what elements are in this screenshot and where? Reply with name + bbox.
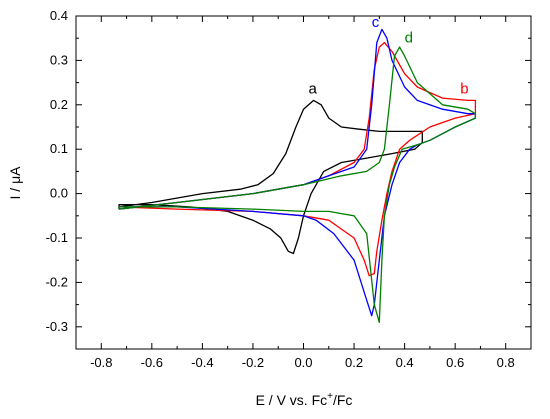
x-tick-label: 0.8 bbox=[497, 355, 515, 370]
cv-curve-c bbox=[118, 28, 477, 317]
x-axis-title-tail: /Fc bbox=[333, 392, 352, 408]
y-tick-label: 0.4 bbox=[50, 8, 68, 23]
y-tick-label: -0.1 bbox=[46, 230, 68, 245]
x-axis-title-sup: + bbox=[327, 391, 333, 402]
y-tick-label: 0.1 bbox=[50, 141, 68, 156]
curve-label-a: a bbox=[309, 81, 318, 98]
x-tick-label: -0.2 bbox=[242, 355, 264, 370]
y-tick-label: 0.2 bbox=[50, 97, 68, 112]
x-tick-label: -0.6 bbox=[141, 355, 163, 370]
x-tick-label: 0.4 bbox=[396, 355, 414, 370]
y-axis-ticks: -0.3 -0.2 -0.1 0.0 0.1 0.2 0.3 0.4 bbox=[46, 8, 531, 334]
cv-curve-b bbox=[118, 41, 477, 277]
x-tick-label: 0.0 bbox=[294, 355, 312, 370]
curve-labels: a b c d bbox=[309, 14, 469, 98]
curve-label-b: b bbox=[460, 81, 468, 98]
y-tick-label: 0.3 bbox=[50, 52, 68, 67]
y-tick-label: 0.0 bbox=[50, 186, 68, 201]
x-tick-label: 0.2 bbox=[345, 355, 363, 370]
cv-curves bbox=[118, 28, 477, 324]
cv-curve-a bbox=[118, 99, 423, 255]
x-axis-title: E / V vs. Fc+/Fc bbox=[256, 391, 353, 408]
y-tick-label: -0.3 bbox=[46, 319, 68, 334]
curve-label-d: d bbox=[405, 30, 413, 47]
y-axis-title: I / μA bbox=[7, 166, 23, 200]
x-axis-ticks: -0.8 -0.6 -0.4 -0.2 0.0 0.2 0.4 0.6 0.8 bbox=[90, 16, 515, 370]
x-tick-label: -0.4 bbox=[191, 355, 213, 370]
y-tick-label: -0.2 bbox=[46, 274, 68, 289]
x-tick-label: 0.6 bbox=[446, 355, 464, 370]
x-axis-title-main: E / V vs. Fc bbox=[256, 392, 328, 408]
cv-curve-d bbox=[118, 46, 477, 324]
curve-label-c: c bbox=[372, 14, 380, 31]
x-tick-label: -0.8 bbox=[90, 355, 112, 370]
plot-frame bbox=[75, 15, 532, 350]
